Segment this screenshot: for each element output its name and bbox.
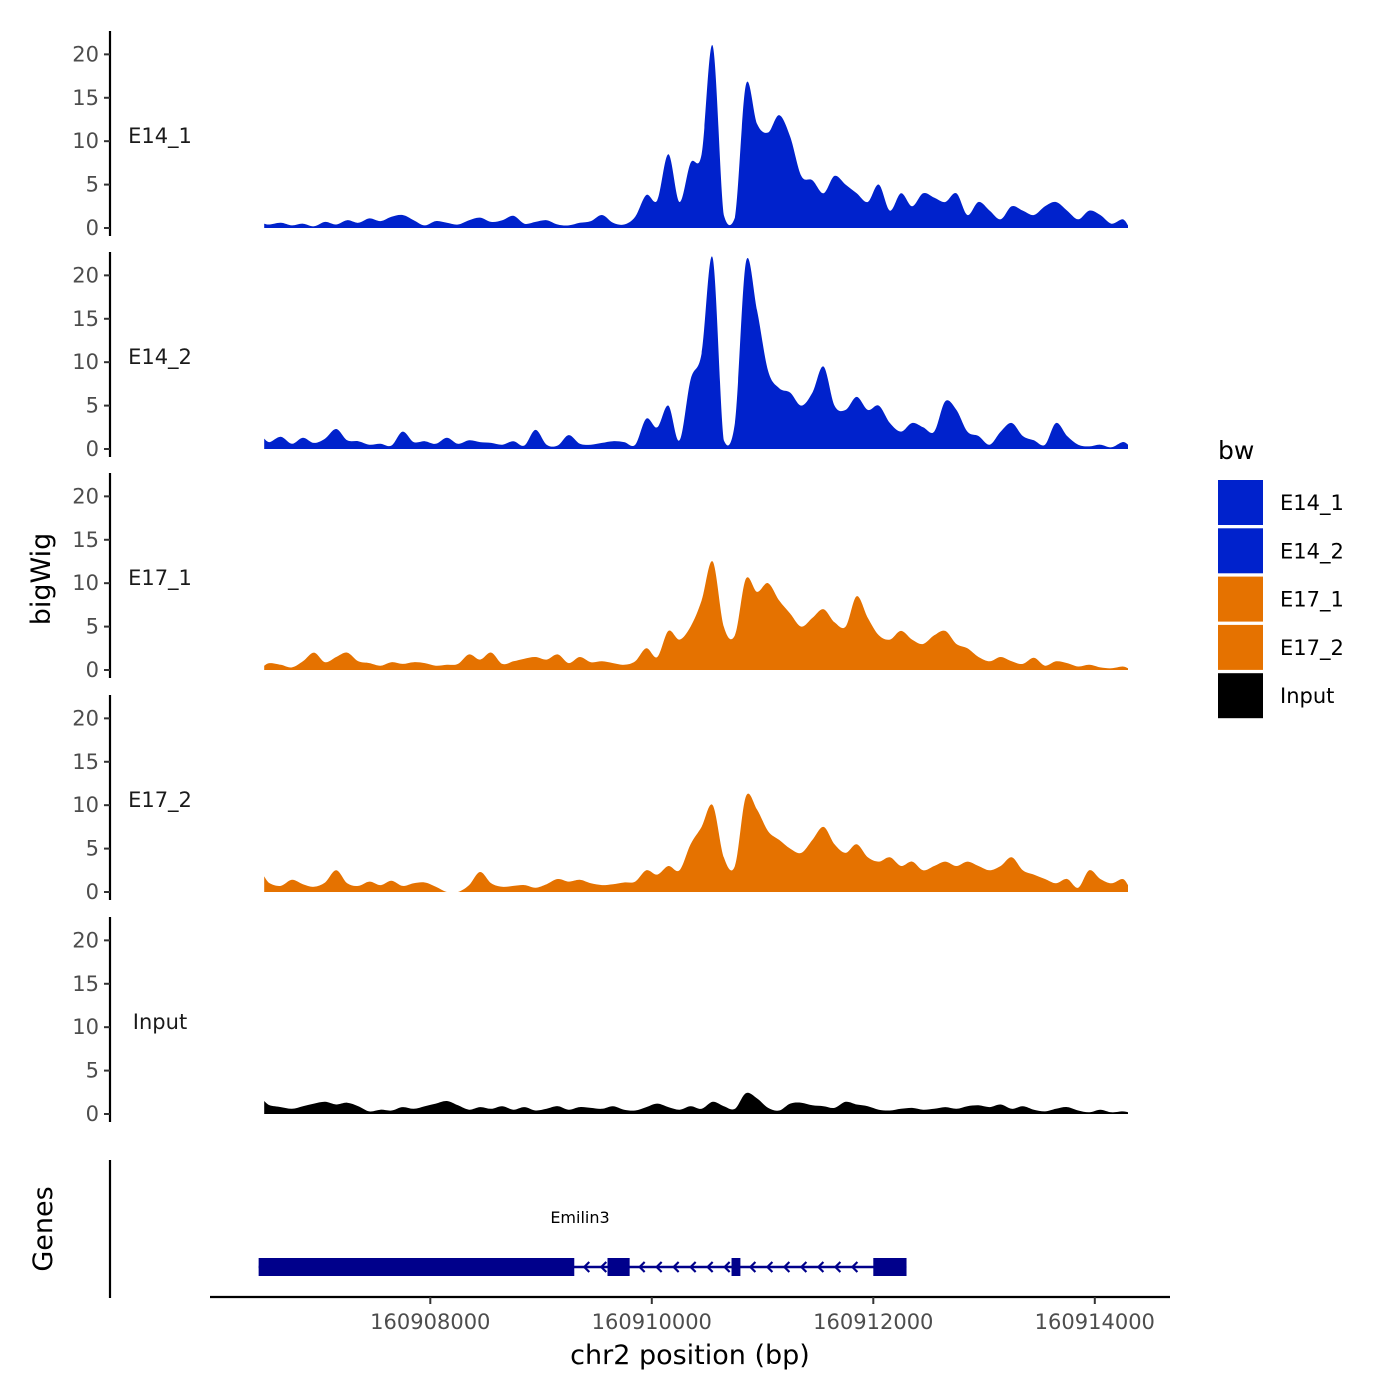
legend-label: Input bbox=[1280, 684, 1334, 708]
x-axis-title: chr2 position (bp) bbox=[570, 1340, 810, 1371]
track-label: E14_1 bbox=[128, 124, 192, 149]
gene-exon bbox=[607, 1258, 630, 1276]
y-tick-label: 15 bbox=[72, 972, 99, 996]
strand-arrow bbox=[765, 1261, 774, 1273]
y-tick-label: 0 bbox=[86, 216, 99, 240]
legend: bw E14_1 E14_2 E17_1 E17_2 Input bbox=[1218, 436, 1344, 719]
y-tick-label: 5 bbox=[86, 1059, 99, 1083]
strand-arrow bbox=[638, 1261, 646, 1273]
y-tick-label: 5 bbox=[86, 394, 99, 418]
strand-arrow bbox=[782, 1261, 791, 1273]
y-tick-label: 10 bbox=[72, 129, 99, 153]
genes-track: Genes Emilin3 bbox=[28, 1160, 907, 1298]
legend-item: E14_2 bbox=[1218, 528, 1344, 574]
legend-label: E14_1 bbox=[1280, 491, 1344, 516]
x-tick-label: 160910000 bbox=[592, 1310, 712, 1334]
y-axis-title: bigWig bbox=[26, 533, 57, 626]
x-axis: 160908000 160910000 160912000 160914000 bbox=[210, 1295, 1170, 1334]
gene-exon bbox=[873, 1258, 907, 1276]
track-E17_1: 0 5 10 15 20 E17_1 bbox=[72, 473, 1128, 682]
track-Input: 0 5 10 15 20 Input bbox=[72, 917, 1128, 1126]
strand-arrow bbox=[850, 1261, 859, 1273]
legend-item: E17_1 bbox=[1218, 576, 1344, 622]
track-label: E14_2 bbox=[128, 345, 192, 370]
genes-track-title: Genes bbox=[28, 1186, 59, 1271]
gene-exon bbox=[731, 1258, 741, 1276]
x-tick-label: 160914000 bbox=[1035, 1310, 1155, 1334]
strand-arrow bbox=[706, 1261, 714, 1273]
y-tick-label: 0 bbox=[86, 880, 99, 904]
y-tick-label: 15 bbox=[72, 307, 99, 331]
strand-arrow bbox=[689, 1261, 697, 1273]
y-tick-label: 20 bbox=[72, 42, 99, 66]
y-tick-label: 15 bbox=[72, 750, 99, 774]
x-tick-label: 160908000 bbox=[370, 1310, 490, 1334]
strand-arrow bbox=[723, 1261, 731, 1273]
gene-Emilin3: Emilin3 bbox=[258, 1208, 907, 1276]
y-tick-label: 20 bbox=[72, 928, 99, 952]
strand-arrow bbox=[799, 1261, 808, 1273]
strand-arrow bbox=[582, 1261, 591, 1273]
gene-exon bbox=[258, 1258, 575, 1276]
track-E17_2: 0 5 10 15 20 E17_2 bbox=[72, 695, 1128, 904]
y-tick-label: 0 bbox=[86, 437, 99, 461]
y-tick-label: 5 bbox=[86, 837, 99, 861]
area-E17_1 bbox=[264, 561, 1128, 670]
legend-swatch bbox=[1218, 673, 1263, 719]
legend-label: E17_2 bbox=[1280, 636, 1344, 661]
track-E14_2: 0 5 10 15 20 E14_2 bbox=[72, 252, 1128, 461]
legend-swatch bbox=[1218, 480, 1263, 525]
y-tick-label: 15 bbox=[72, 86, 99, 110]
legend-item: Input bbox=[1218, 673, 1334, 719]
y-tick-label: 20 bbox=[72, 484, 99, 508]
legend-swatch bbox=[1218, 528, 1263, 574]
legend-item: E17_2 bbox=[1218, 624, 1344, 670]
x-tick-label: 160912000 bbox=[813, 1310, 933, 1334]
legend-title: bw bbox=[1218, 436, 1254, 465]
strand-arrow bbox=[672, 1261, 680, 1273]
area-E14_2 bbox=[264, 256, 1128, 449]
y-tick-label: 20 bbox=[72, 263, 99, 287]
signal-tracks: 05101520E14_105101520E14_205101520E17_10… bbox=[72, 31, 1128, 1126]
y-tick-label: 0 bbox=[86, 658, 99, 682]
strand-arrow bbox=[833, 1261, 842, 1273]
track-label: E17_1 bbox=[128, 566, 192, 591]
track-label: Input bbox=[133, 1010, 187, 1034]
y-tick-label: 0 bbox=[86, 1102, 99, 1126]
legend-swatch bbox=[1218, 624, 1263, 670]
area-Input bbox=[264, 1092, 1128, 1114]
legend-label: E17_1 bbox=[1280, 588, 1344, 613]
y-tick-label: 10 bbox=[72, 350, 99, 374]
y-tick-label: 10 bbox=[72, 571, 99, 595]
y-tick-label: 15 bbox=[72, 528, 99, 552]
area-E14_1 bbox=[264, 44, 1128, 228]
y-tick-label: 10 bbox=[72, 793, 99, 817]
y-tick-label: 5 bbox=[86, 615, 99, 639]
y-tick-label: 10 bbox=[72, 1015, 99, 1039]
legend-swatch bbox=[1218, 576, 1263, 622]
track-E14_1: 0 5 10 15 20 E14_1 bbox=[72, 31, 1128, 240]
gene-name-label: Emilin3 bbox=[550, 1208, 609, 1227]
track-label: E17_2 bbox=[128, 788, 192, 813]
legend-label: E14_2 bbox=[1280, 539, 1344, 564]
area-E17_2 bbox=[264, 793, 1128, 892]
y-tick-label: 20 bbox=[72, 706, 99, 730]
strand-arrow bbox=[599, 1261, 608, 1273]
strand-arrow bbox=[655, 1261, 663, 1273]
legend-item: E14_1 bbox=[1218, 480, 1344, 525]
strand-arrow bbox=[816, 1261, 825, 1273]
strand-arrow bbox=[748, 1261, 757, 1273]
y-tick-label: 5 bbox=[86, 173, 99, 197]
